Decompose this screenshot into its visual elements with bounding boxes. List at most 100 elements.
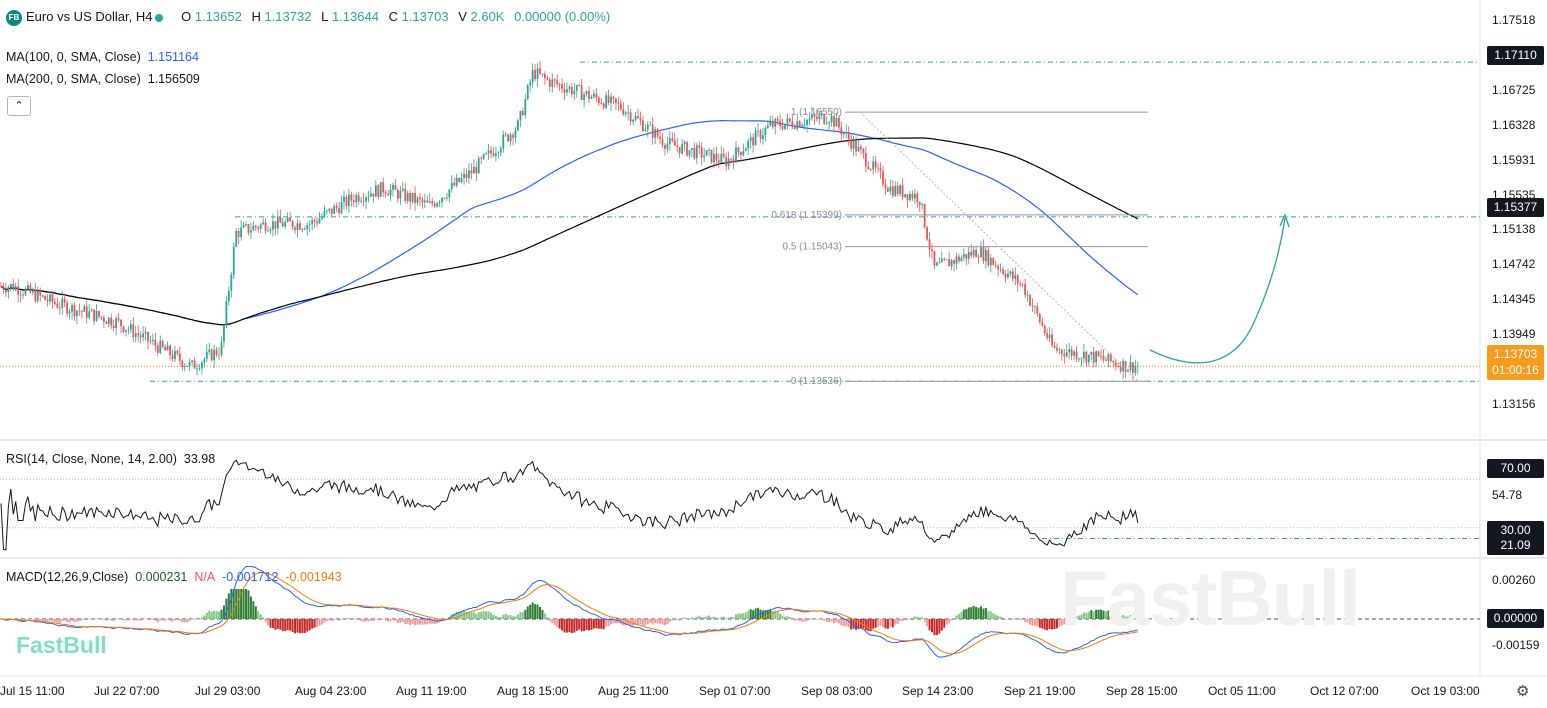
candle-body: [281, 222, 284, 227]
macd-histogram-bar: [1112, 612, 1115, 619]
candle-body: [468, 170, 470, 178]
candle-body: [499, 148, 502, 153]
candle-body: [992, 257, 995, 265]
macd-histogram-bar: [1087, 611, 1090, 619]
candle-body: [651, 124, 654, 138]
candle-body: [686, 142, 688, 156]
macd-histogram-bar: [480, 611, 483, 619]
candle-body: [698, 145, 701, 148]
candle-body: [240, 227, 242, 237]
candle-body: [90, 309, 93, 312]
macd-histogram-bar: [877, 619, 880, 627]
time-tick: Aug 11 19:00: [396, 684, 467, 698]
candle-body: [600, 103, 603, 104]
macd-histogram-bar: [536, 604, 539, 619]
candle-body: [561, 84, 563, 89]
macd-histogram-bar: [53, 619, 56, 622]
candle-body: [284, 221, 287, 227]
candle-body: [703, 155, 706, 158]
candle-body: [744, 148, 747, 152]
macd-histogram-bar: [639, 619, 642, 625]
macd-histogram-bar: [414, 619, 417, 626]
macd-histogram-bar: [134, 619, 137, 621]
macd-histogram-bar: [58, 619, 61, 624]
candle-body: [73, 304, 76, 317]
candle-body: [634, 116, 637, 120]
candle-body: [78, 310, 81, 312]
open-label: O: [181, 9, 192, 24]
candle-body: [602, 103, 605, 108]
fib-trend-line: [859, 111, 1139, 382]
candle-body: [896, 185, 899, 194]
macd-histogram-bar: [66, 619, 69, 623]
macd-histogram-bar: [967, 607, 970, 619]
candle-body: [436, 203, 438, 207]
candle-body: [877, 167, 879, 169]
macd-histogram-bar: [117, 618, 120, 619]
candle-body: [774, 119, 777, 127]
symbol-title[interactable]: Euro vs US Dollar, H4: [26, 9, 153, 24]
macd-histogram-bar: [156, 619, 159, 623]
macd-histogram-bar: [512, 616, 515, 619]
collapse-legend-button[interactable]: ⌃: [7, 96, 31, 116]
candle-body: [1132, 362, 1134, 373]
candle-body: [705, 150, 708, 156]
macd-histogram-bar: [485, 611, 488, 619]
candle-body: [193, 360, 196, 369]
candle-body: [382, 182, 385, 193]
candle-body: [715, 153, 718, 161]
fibonacci-tool[interactable]: 1 (1.16550) 0.618 (1.15399) 0.5 (1.15043) 0…: [771, 107, 1148, 387]
macd-zero-box: 0.00000: [1487, 609, 1544, 628]
rsi-pane: [0, 459, 1480, 551]
macd-histogram-bar: [347, 617, 350, 619]
candle-body: [80, 311, 83, 313]
candle-body: [345, 196, 348, 206]
candle-body: [374, 185, 377, 197]
ma100-legend[interactable]: MA(100, 0, SMA, Close) 1.151164: [6, 50, 199, 64]
time-tick: Sep 01 07:00: [699, 684, 771, 698]
candle-body: [781, 126, 784, 129]
macd-histogram-bar: [862, 619, 865, 629]
candle-body: [754, 130, 757, 146]
time-tick: Jul 15 11:00: [0, 684, 65, 698]
candle-body: [389, 189, 392, 196]
macd-legend[interactable]: MACD(12,26,9,Close) 0.000231 N/A -0.0017…: [6, 570, 342, 584]
candle-body: [776, 119, 779, 121]
candle-body: [899, 185, 902, 194]
candle-body: [218, 354, 220, 356]
macd-histogram-bar: [632, 619, 635, 627]
candle-body: [747, 141, 750, 149]
candle-body: [911, 193, 914, 199]
grid-lines: [0, 0, 1547, 677]
candle-body: [404, 188, 407, 201]
macd-histogram-bar: [899, 619, 902, 622]
rsi-legend[interactable]: RSI(14, Close, None, 14, 2.00) 33.98: [6, 452, 215, 466]
macd-histogram-bar: [1107, 610, 1110, 619]
candle-body: [811, 114, 813, 119]
symbol-badge-icon: FB: [6, 9, 22, 26]
candle-body: [803, 124, 806, 126]
ma200-legend[interactable]: MA(200, 0, SMA, Close) 1.156509: [6, 72, 200, 86]
macd-line-value: -0.001712: [222, 570, 279, 584]
macd-histogram-bar: [494, 615, 497, 619]
projection-arrow[interactable]: [1149, 213, 1290, 364]
rsi-lower-box: 30.00: [1487, 521, 1544, 540]
settings-gear-icon[interactable]: ⚙: [1516, 683, 1530, 700]
candle-body: [247, 224, 250, 233]
macd-histogram-bar: [453, 613, 456, 619]
macd-histogram-bar: [220, 609, 223, 619]
macd-histogram-bar: [671, 619, 674, 621]
macd-histogram-bar: [49, 619, 51, 621]
macd-histogram-bar: [303, 619, 306, 633]
rsi-low-box: 21.09: [1487, 536, 1544, 555]
candle-body: [419, 197, 421, 200]
candle-body: [220, 341, 223, 355]
macd-histogram-bar: [1097, 609, 1100, 619]
candle-body: [806, 119, 808, 125]
candle-body: [423, 200, 426, 203]
macd-histogram-bar: [154, 619, 157, 621]
candle-body: [250, 230, 252, 233]
candle-body: [1124, 361, 1127, 373]
macd-histogram-bar: [31, 619, 34, 620]
